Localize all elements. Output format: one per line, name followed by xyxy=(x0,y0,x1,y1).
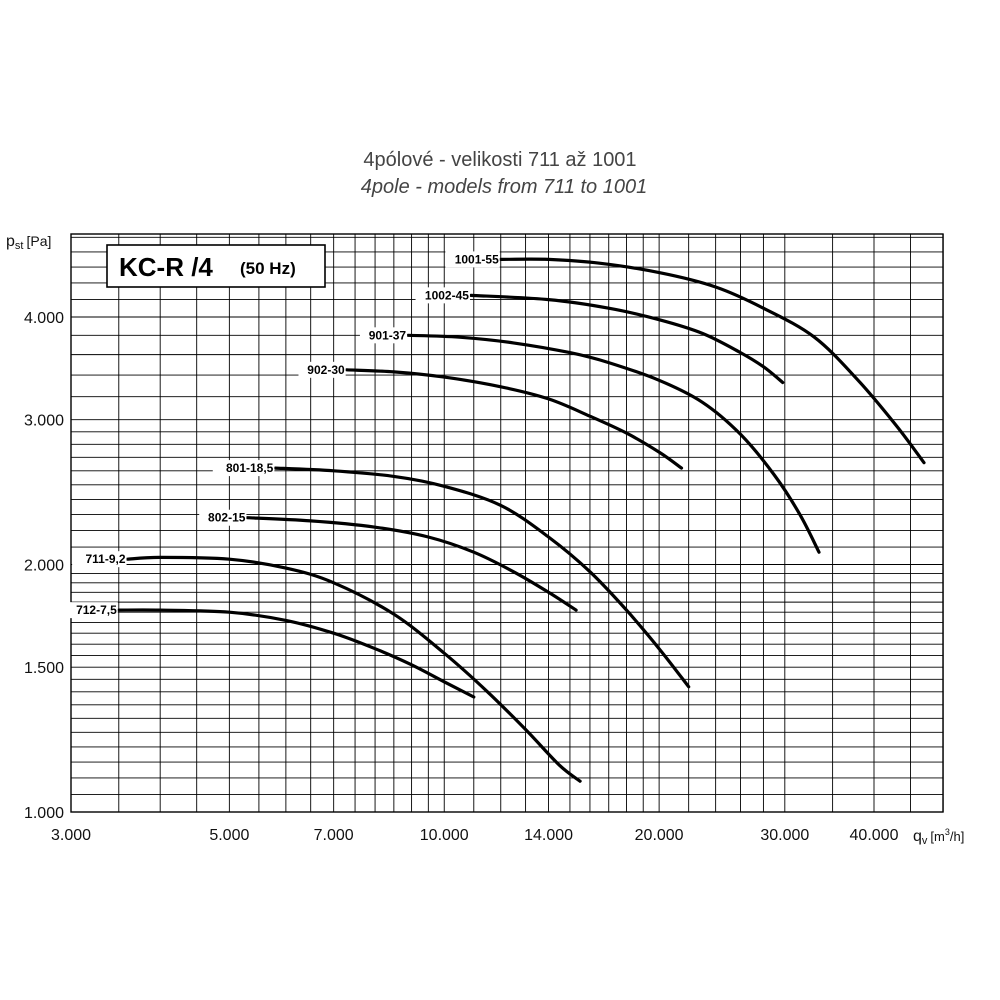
chart-title: 4pólové - velikosti 711 až 1001 xyxy=(363,149,636,171)
y-axis-subscript: st xyxy=(15,240,24,252)
series-curve-902-30 xyxy=(345,368,684,470)
series-curve-1001-55 xyxy=(499,257,926,465)
x-tick-label: 30.000 xyxy=(760,827,809,844)
chart-subtitle: 4pole - models from 711 to 1001 xyxy=(361,176,647,198)
series-label-background xyxy=(415,287,470,304)
x-tick-label: 7.000 xyxy=(314,827,354,844)
plot-frame xyxy=(70,233,944,813)
series-label: 801-18,5 xyxy=(226,461,274,475)
series-label-background xyxy=(445,251,500,268)
model-sub-label: (50 Hz) xyxy=(240,259,296,278)
x-tick-label: 40.000 xyxy=(850,827,899,844)
y-tick-label: 1.000 xyxy=(24,805,64,822)
model-label-box: KC-R /4 (50 Hz) xyxy=(106,244,326,288)
x-axis-unit-pre: [m xyxy=(930,829,944,844)
series-curve-712-7,5 xyxy=(117,608,476,699)
y-tick-label: 1.500 xyxy=(24,660,64,677)
series-label-background xyxy=(199,509,247,526)
series-curve-802-15 xyxy=(245,516,578,612)
series-label: 1001-55 xyxy=(455,252,499,266)
y-tick-label: 2.000 xyxy=(24,558,64,575)
series-label-background xyxy=(72,551,127,568)
series-curve-1002-45 xyxy=(469,293,785,385)
x-tick-label: 3.000 xyxy=(51,827,91,844)
series-label: 712-7,5 xyxy=(76,603,117,617)
x-tick-label: 10.000 xyxy=(420,827,469,844)
y-axis-unit: [Pa] xyxy=(26,233,51,249)
tick-labels: 3.000 5.000 7.000 10.000 14.000 20.000 30.000 4… xyxy=(24,310,899,844)
x-tick-label: 5.000 xyxy=(209,827,249,844)
series-label-background xyxy=(298,361,346,378)
x-axis-label: qv [m3/h] xyxy=(913,827,964,847)
model-label: KC-R /4 xyxy=(119,252,213,282)
series-curve-711-9,2 xyxy=(125,555,582,783)
series-label: 1002-45 xyxy=(425,288,469,302)
series-label: 901-37 xyxy=(369,328,407,342)
x-axis-unit-post: /h] xyxy=(950,829,964,844)
series-label-background xyxy=(212,460,275,477)
x-axis-subscript: v xyxy=(922,835,928,847)
series-label-background xyxy=(359,327,408,344)
x-tick-label: 20.000 xyxy=(635,827,684,844)
series-labels: 1001-55 1002-45 901-37 902-30 801-18,5 802-15… xyxy=(63,251,500,619)
y-tick-label: 4.000 xyxy=(24,310,64,327)
series-label-background xyxy=(63,602,118,619)
series-label: 902-30 xyxy=(307,363,345,377)
x-tick-label: 14.000 xyxy=(524,827,573,844)
y-axis-label: pst [Pa] xyxy=(6,233,51,252)
curves xyxy=(117,257,926,783)
y-tick-label: 3.000 xyxy=(24,413,64,430)
y-axis-symbol: p xyxy=(6,233,15,250)
series-label: 711-9,2 xyxy=(85,552,125,566)
series-label: 802-15 xyxy=(208,511,246,525)
x-axis-unit-sup: 3 xyxy=(945,827,950,837)
series-curve-801-18,5 xyxy=(273,466,691,689)
x-axis-symbol: q xyxy=(913,828,922,845)
series-curve-901-37 xyxy=(406,333,821,554)
model-box-frame xyxy=(106,244,326,288)
